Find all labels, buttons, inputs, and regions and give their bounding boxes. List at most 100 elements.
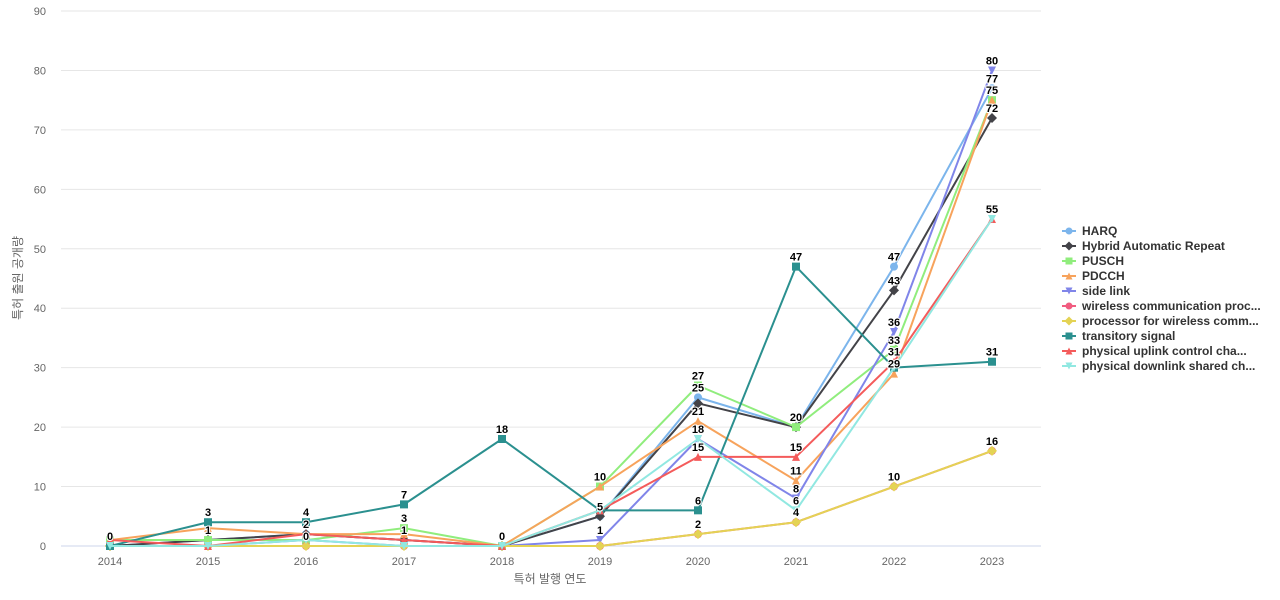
- data-label: 36: [888, 317, 900, 329]
- y-tick-label: 40: [34, 303, 46, 315]
- y-tick-label: 90: [34, 6, 46, 18]
- data-label: 43: [888, 275, 900, 287]
- data-label: 18: [496, 424, 508, 436]
- data-label: 80: [986, 55, 998, 67]
- data-point: [694, 506, 702, 515]
- y-tick-label: 70: [34, 125, 46, 137]
- series-line: [109, 218, 993, 547]
- legend-label: Hybrid Automatic Repeat: [1082, 239, 1225, 253]
- data-label: 7: [401, 489, 407, 501]
- data-label: 15: [790, 442, 802, 454]
- data-point: [988, 215, 996, 224]
- legend-marker: [1064, 241, 1074, 251]
- data-point: [498, 435, 506, 443]
- x-tick-label: 2014: [98, 556, 122, 568]
- legend-label: PUSCH: [1082, 254, 1124, 268]
- data-point: [694, 381, 702, 390]
- data-point: [889, 285, 899, 296]
- legend-marker: [1065, 362, 1073, 370]
- legend-item: Hybrid Automatic Repeat: [1062, 239, 1225, 253]
- series-line: [109, 265, 993, 547]
- series-line: [109, 117, 993, 547]
- x-tick-label: 2018: [490, 556, 514, 568]
- data-point: [988, 84, 996, 93]
- data-point: [890, 369, 898, 378]
- data-point: [106, 542, 114, 550]
- data-label: 11: [790, 466, 802, 478]
- data-point: [400, 542, 408, 550]
- data-point: [694, 435, 702, 443]
- data-label: 0: [499, 531, 505, 543]
- legend-label: side link: [1082, 284, 1130, 298]
- series-8: [106, 215, 996, 550]
- legend-item: wireless communication proc...: [1062, 299, 1261, 313]
- y-tick-label: 60: [34, 184, 46, 196]
- data-point: [792, 476, 800, 485]
- data-point: [890, 328, 898, 336]
- data-point: [987, 113, 997, 123]
- data-label: 10: [888, 472, 900, 484]
- data-label: 33: [888, 335, 900, 347]
- series-group: [105, 66, 997, 551]
- x-tick-label: 2023: [980, 556, 1004, 568]
- data-point: [204, 542, 212, 550]
- series-7: [106, 262, 996, 550]
- series-line: [109, 449, 993, 547]
- data-label: 0: [107, 531, 113, 543]
- legend-marker: [1065, 347, 1073, 355]
- data-point: [301, 541, 311, 551]
- data-label: 47: [888, 252, 900, 264]
- data-point: [890, 345, 898, 354]
- data-point: [694, 417, 702, 426]
- series-0: [106, 84, 996, 550]
- gridlines: [61, 10, 1041, 547]
- legend-item: physical uplink control cha...: [1062, 344, 1247, 358]
- data-point: [693, 398, 703, 409]
- data-label: 47: [790, 252, 802, 264]
- legend-label: processor for wireless comm...: [1082, 314, 1259, 328]
- y-tick-label: 0: [40, 541, 46, 553]
- data-point: [792, 423, 800, 432]
- legend-label: physical uplink control cha...: [1082, 344, 1247, 358]
- y-tick-label: 20: [34, 422, 46, 434]
- legend-marker: [1065, 257, 1073, 265]
- data-label: 5: [597, 501, 603, 513]
- legend-label: transitory signal: [1082, 329, 1175, 343]
- data-label: 6: [695, 495, 701, 507]
- legend-item: PDCCH: [1062, 269, 1125, 283]
- x-tick-label: 2021: [784, 556, 808, 568]
- legend-item: processor for wireless comm...: [1062, 314, 1259, 328]
- data-label: 29: [888, 359, 900, 371]
- data-point: [204, 518, 212, 527]
- data-label: 31: [986, 347, 998, 359]
- data-label: 77: [986, 73, 998, 85]
- data-point: [792, 452, 800, 461]
- data-label: 72: [986, 103, 998, 115]
- data-label: 15: [692, 442, 704, 454]
- data-point: [595, 541, 605, 551]
- data-point: [792, 494, 800, 503]
- data-point: [988, 66, 996, 75]
- series-3: [106, 96, 996, 550]
- data-point: [987, 445, 997, 456]
- data-label: 75: [986, 85, 998, 97]
- y-tick-label: 30: [34, 363, 46, 375]
- data-point: [400, 500, 408, 509]
- data-point: [694, 393, 702, 402]
- legend-marker: [1064, 316, 1074, 326]
- data-label: 31: [888, 347, 900, 359]
- legend-item: physical downlink shared ch...: [1062, 359, 1255, 373]
- data-point: [988, 96, 996, 105]
- x-tick-label: 2019: [588, 556, 612, 568]
- data-point: [694, 452, 702, 461]
- data-point: [792, 262, 800, 271]
- data-label: 16: [986, 436, 998, 448]
- series-line: [109, 218, 993, 547]
- data-point: [498, 542, 506, 550]
- y-axis: 0 10 20 30 40 50 60 70 80 90: [34, 6, 46, 553]
- data-point: [204, 536, 212, 545]
- data-point: [596, 506, 604, 515]
- data-point: [596, 536, 604, 545]
